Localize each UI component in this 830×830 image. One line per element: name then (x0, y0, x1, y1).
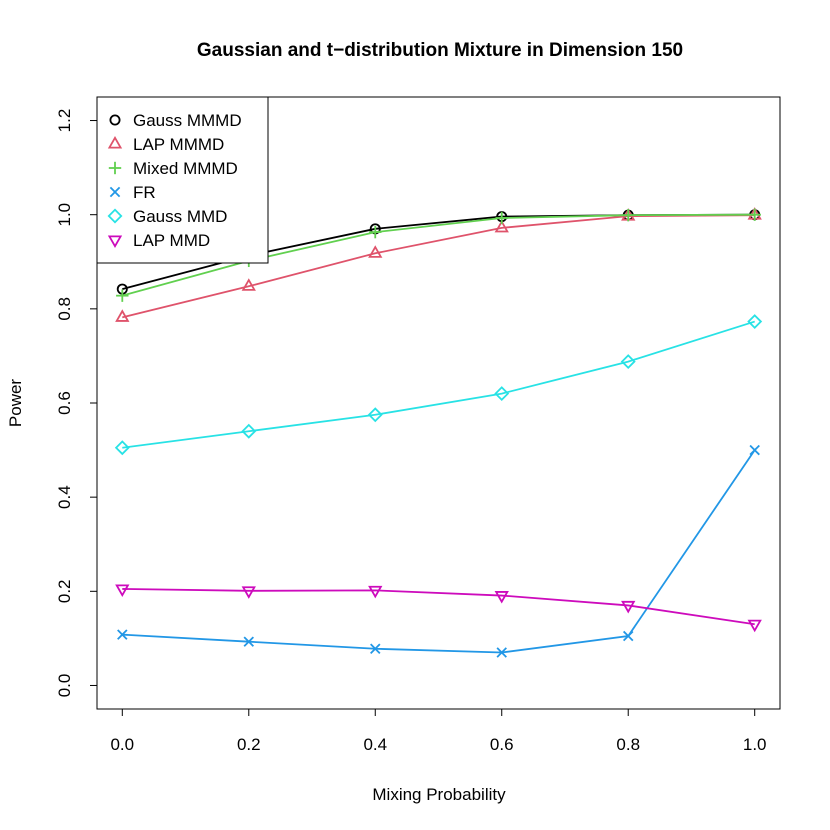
data-point (496, 647, 507, 658)
x-tick-label: 1.0 (743, 735, 767, 754)
x-axis-label: Mixing Probability (372, 785, 506, 804)
legend-item: Mixed MMMD (108, 159, 238, 178)
legend-item: FR (109, 183, 156, 202)
series-line (122, 588, 755, 626)
series-fr (117, 444, 760, 658)
data-point (114, 440, 130, 456)
legend-marker (107, 235, 123, 249)
legend-marker (108, 161, 122, 175)
data-point (243, 636, 255, 647)
series-line (122, 213, 755, 297)
data-point (622, 630, 634, 642)
y-tick-label: 0.0 (55, 674, 74, 698)
legend-label: LAP MMMD (133, 135, 224, 154)
series-lap-mmd (115, 584, 762, 633)
legend-label: Gauss MMMD (133, 111, 242, 130)
data-point (749, 444, 760, 456)
data-point (620, 354, 636, 370)
data-point (748, 208, 761, 221)
series-line (122, 449, 756, 654)
series-gauss-mmd (114, 314, 763, 456)
data-point (369, 225, 382, 239)
legend-label: Gauss MMD (133, 207, 227, 226)
y-tick-label: 1.0 (55, 203, 74, 227)
data-point (368, 245, 383, 258)
data-point (115, 309, 130, 322)
y-tick-label: 1.2 (55, 109, 74, 133)
data-point (241, 586, 256, 599)
data-point (622, 208, 635, 222)
x-tick-label: 0.0 (110, 735, 134, 754)
data-point (495, 211, 508, 225)
legend: Gauss MMMD LAP MMMD Mixed MMMD FR Gauss MMD L… (96, 96, 269, 264)
data-point (115, 584, 130, 597)
data-point (116, 289, 129, 302)
data-point (494, 219, 509, 233)
legend-marker (109, 114, 121, 126)
x-axis: 0.0 0.2 0.4 0.6 0.8 1.0 (110, 709, 767, 754)
legend-label: FR (133, 183, 156, 202)
data-point (367, 407, 383, 423)
legend-label: LAP MMD (133, 231, 210, 250)
y-axis-label: Power (6, 379, 25, 428)
data-point (747, 619, 762, 633)
y-tick-label: 0.6 (55, 391, 74, 415)
legend-item: LAP MMMD (107, 135, 224, 154)
x-tick-label: 0.8 (616, 735, 640, 754)
y-tick-label: 0.2 (55, 579, 74, 603)
data-point (117, 629, 128, 640)
data-point (621, 600, 636, 614)
chart-title: Gaussian and t−distribution Mixture in D… (197, 40, 683, 61)
legend-label: Mixed MMMD (133, 159, 238, 178)
data-point (368, 585, 383, 599)
y-axis: 0.0 0.2 0.4 0.6 0.8 1.0 1.2 (55, 109, 97, 698)
x-tick-label: 0.4 (363, 735, 387, 754)
series-line (122, 320, 755, 449)
data-point (494, 386, 510, 402)
y-tick-label: 0.4 (55, 485, 74, 509)
legend-box (96, 96, 269, 264)
x-tick-label: 0.6 (490, 735, 514, 754)
data-point (747, 314, 763, 330)
legend-item: Gauss MMD (107, 207, 227, 226)
data-point (494, 591, 509, 604)
legend-marker (107, 208, 123, 224)
x-tick-label: 0.2 (237, 735, 261, 754)
data-point (241, 423, 257, 439)
legend-marker (107, 135, 123, 149)
data-point (370, 643, 381, 654)
series-layer (114, 207, 763, 658)
y-tick-label: 0.8 (55, 297, 74, 321)
legend-marker (109, 186, 121, 198)
legend-item: Gauss MMMD (109, 111, 242, 130)
legend-item: LAP MMD (107, 231, 210, 250)
data-point (241, 278, 256, 291)
